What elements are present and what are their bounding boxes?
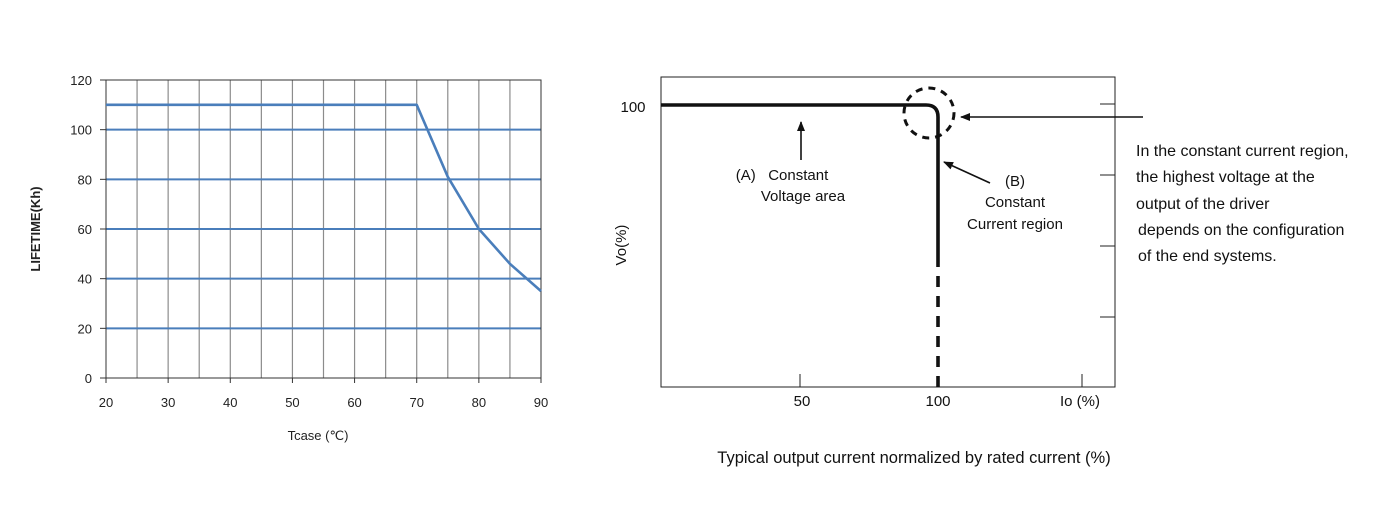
x-tick-label: 50 (285, 395, 299, 410)
arrow-to-current-line (943, 161, 991, 184)
vi-chart: 100 50 100 Io (%) Vo(%) (A) Constant Vol… (613, 76, 1349, 467)
x-tick-label: 40 (223, 395, 237, 410)
y-tick-label: 20 (78, 321, 92, 336)
side-note-line: of the end systems. (1138, 248, 1277, 265)
annotation-b-line2: Constant (985, 194, 1046, 211)
x-tick-label: 60 (347, 395, 361, 410)
lifetime-grid (106, 80, 541, 378)
vi-y-axis-label: Vo(%) (613, 225, 630, 266)
vi-right-tick-marks (1100, 103, 1115, 318)
side-note-line: In the constant current region, (1136, 143, 1349, 160)
x-tick-label: 80 (472, 395, 486, 410)
corner-highlight-circle (902, 86, 956, 140)
vi-x-tick-100: 100 (925, 393, 950, 410)
lifetime-y-axis-label: LIFETIME(Kh) (28, 186, 43, 271)
side-note-line: the highest voltage at the (1136, 169, 1315, 186)
vi-chart-caption: Typical output current normalized by rat… (717, 449, 1110, 467)
annotation-a-line2: Voltage area (761, 188, 846, 205)
vi-y-tick-100: 100 (620, 99, 645, 116)
y-tick-label: 100 (70, 123, 92, 138)
y-tick-label: 0 (85, 371, 92, 386)
vi-x-tick-50: 50 (794, 393, 811, 410)
annotation-b-line1: (B) (1005, 173, 1025, 190)
lifetime-series-line (106, 103, 542, 293)
lifetime-chart: 0 20 40 60 80 100 120 20 30 40 50 60 70 80 90 LIFETIM… (28, 73, 548, 443)
vi-constant-region-curve (661, 103, 940, 256)
lifetime-x-ticks: 20 30 40 50 60 70 80 90 (99, 378, 548, 410)
y-tick-label: 60 (78, 222, 92, 237)
side-note-line: output of the driver (1136, 196, 1270, 213)
x-tick-label: 30 (161, 395, 175, 410)
annotation-b-line3: Current region (967, 216, 1063, 233)
lifetime-y-ticks: 0 20 40 60 80 100 120 (70, 73, 106, 386)
y-tick-label: 120 (70, 73, 92, 88)
x-tick-label: 90 (534, 395, 548, 410)
x-tick-label: 70 (409, 395, 423, 410)
side-note-line: depends on the configuration (1138, 222, 1344, 239)
y-tick-label: 40 (78, 272, 92, 287)
x-tick-label: 20 (99, 395, 113, 410)
vi-x-axis-label: Io (%) (1060, 393, 1100, 410)
y-tick-label: 80 (78, 172, 92, 187)
vi-plot-frame (660, 76, 1116, 388)
vi-bottom-tick-marks (799, 374, 1083, 387)
side-note: In the constant current region, the high… (1136, 143, 1349, 265)
annotation-a-line1: (A) Constant (736, 167, 829, 184)
lifetime-x-axis-label: Tcase (℃) (288, 428, 349, 443)
